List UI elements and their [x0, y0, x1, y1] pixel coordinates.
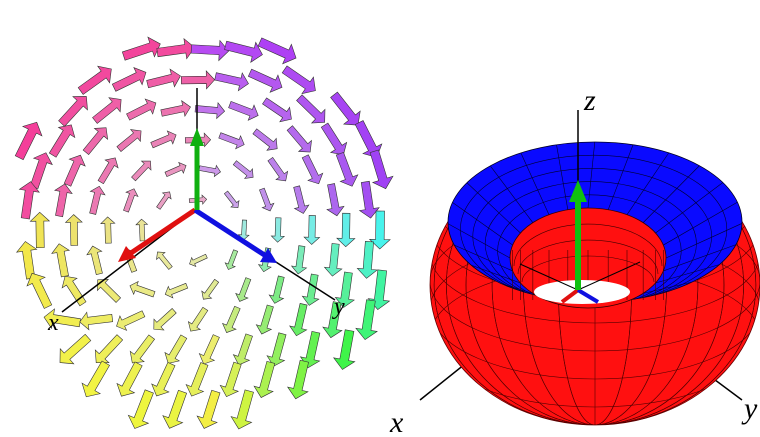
field-arrow [331, 150, 361, 189]
field-arrow [183, 360, 213, 399]
field-arrow [271, 218, 285, 243]
x-arrow [128, 210, 195, 255]
field-arrow [220, 305, 244, 336]
field-arrow [288, 302, 312, 337]
field-arrow [75, 61, 118, 100]
field-arrow [218, 360, 247, 399]
field-arrow [114, 125, 146, 155]
field-arrow [198, 163, 221, 178]
field-arrow [222, 189, 242, 211]
field-arrow [94, 154, 121, 186]
torus: z x y [389, 43, 760, 437]
y-arrow [195, 210, 266, 256]
field-arrow [164, 160, 189, 179]
field-arrow [65, 214, 82, 245]
axis-label: y [332, 294, 345, 320]
field-arrow [214, 67, 251, 92]
field-arrow [227, 97, 261, 123]
field-arrow [254, 304, 278, 337]
field-arrow [298, 153, 326, 188]
field-arrow [110, 64, 150, 97]
field-arrow [324, 243, 345, 277]
field-arrow [85, 184, 106, 215]
field-arrow [89, 92, 127, 127]
field-arrow [163, 280, 189, 300]
field-arrow [129, 157, 155, 184]
field-arrow [350, 118, 386, 162]
field-arrow [89, 331, 126, 369]
field-arrow [79, 309, 114, 330]
field-arrow [260, 94, 297, 127]
field-arrow [332, 329, 360, 372]
axis-label: y [741, 392, 758, 425]
field-arrow [198, 277, 221, 303]
field-arrow [223, 35, 265, 64]
field-arrow [160, 99, 192, 121]
field-arrow [54, 90, 93, 130]
field-arrow [291, 245, 310, 275]
field-arrow [60, 152, 89, 189]
field-arrow [136, 219, 148, 241]
field-arrow [234, 276, 255, 303]
field-arrow [264, 155, 291, 185]
field-arrow [125, 388, 160, 433]
field-arrow [181, 71, 215, 89]
scene: x y z x y [0, 0, 760, 437]
field-arrow [160, 388, 193, 432]
field-arrow [124, 96, 159, 125]
field-arrow [196, 333, 224, 368]
field-arrow [223, 249, 240, 272]
field-arrow [113, 307, 147, 334]
field-arrow [256, 187, 276, 213]
field-arrow [191, 39, 229, 61]
field-arrow [337, 213, 356, 247]
field-arrow [283, 123, 316, 158]
field-arrow [77, 358, 115, 402]
field-arrow [289, 185, 310, 216]
field-arrow [256, 32, 301, 68]
field-arrow [145, 67, 182, 93]
field-arrow [323, 183, 346, 218]
field-arrow [304, 215, 320, 244]
field-arrow [154, 189, 174, 211]
field-arrow [185, 305, 212, 335]
field-arrow [30, 212, 50, 248]
field-arrow [228, 388, 259, 432]
field-arrow [149, 305, 179, 334]
field-arrow [101, 217, 116, 244]
field-arrow [195, 101, 226, 119]
field-arrow [246, 64, 286, 96]
field-arrow [268, 275, 289, 305]
field-arrow [293, 91, 332, 129]
field-arrow [187, 252, 208, 269]
field-arrow [45, 120, 80, 160]
field-arrow [217, 129, 246, 151]
axis-label: x [47, 310, 59, 336]
field-arrow [128, 279, 157, 300]
field-arrow [92, 274, 124, 305]
field-arrow [194, 388, 226, 431]
field-arrow [53, 330, 95, 370]
field-arrow [120, 187, 140, 214]
vector-field [10, 32, 396, 432]
field-arrow [161, 332, 191, 367]
field-arrow [79, 122, 112, 158]
field-arrow [250, 125, 282, 154]
field-arrow [125, 332, 158, 368]
field-arrow [50, 242, 73, 278]
field-arrow [153, 249, 175, 272]
field-arrow [279, 61, 321, 99]
field-arrow [50, 182, 73, 217]
field-arrow [113, 359, 148, 401]
axis-label: z [583, 84, 596, 117]
field-arrow [85, 244, 107, 275]
field-arrow [357, 241, 380, 279]
field-arrow [149, 128, 179, 151]
field-arrow [156, 37, 196, 62]
field-arrow [317, 120, 352, 160]
axis-label: x [389, 406, 404, 437]
field-arrow [231, 158, 257, 182]
field-arrow [252, 360, 281, 400]
